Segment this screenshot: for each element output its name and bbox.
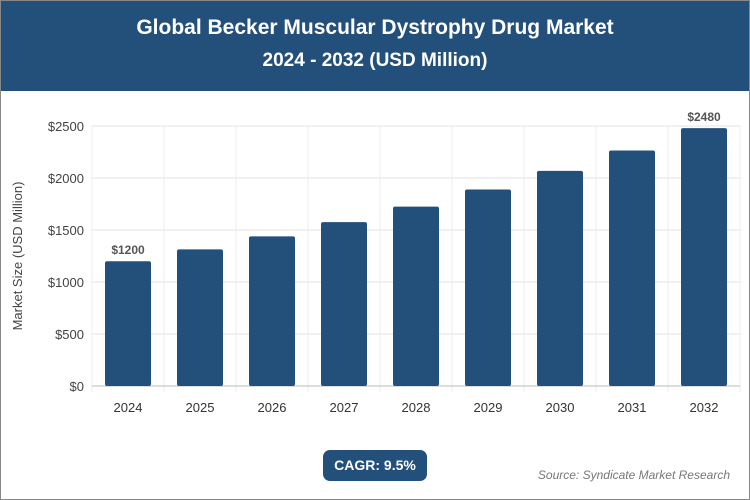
x-tick-label: 2026 xyxy=(258,400,287,415)
data-label: $1200 xyxy=(111,243,145,257)
y-tick-label: $500 xyxy=(55,327,84,342)
y-tick-label: $2500 xyxy=(48,119,84,134)
bar-2029 xyxy=(465,189,511,386)
x-tick-label: 2024 xyxy=(114,400,143,415)
cagr-badge: CAGR: 9.5% xyxy=(323,450,427,481)
bar-2031 xyxy=(609,150,655,386)
x-tick-label: 2027 xyxy=(330,400,359,415)
chart-subtitle: 2024 - 2032 (USD Million) xyxy=(262,50,488,71)
x-tick-label: 2028 xyxy=(402,400,431,415)
x-tick-label: 2029 xyxy=(474,400,503,415)
bar-2026 xyxy=(249,236,295,386)
bar-2028 xyxy=(393,206,439,386)
x-tick-label: 2030 xyxy=(546,400,575,415)
chart-header: Global Becker Muscular Dystrophy Drug Ma… xyxy=(0,0,750,91)
y-tick-label: $1000 xyxy=(48,275,84,290)
bar-2032 xyxy=(681,128,727,386)
bar-2027 xyxy=(321,222,367,386)
data-label: $2480 xyxy=(687,110,721,124)
y-tick-label: $2000 xyxy=(48,171,84,186)
y-axis-title: Market Size (USD Million) xyxy=(10,182,25,331)
bar-2025 xyxy=(177,249,223,386)
bar-2030 xyxy=(537,170,583,386)
y-tick-label: $0 xyxy=(70,379,84,394)
source-note: Source: Syndicate Market Research xyxy=(537,468,730,482)
bar-2024 xyxy=(105,261,151,386)
x-tick-label: 2032 xyxy=(690,400,719,415)
y-tick-label: $1500 xyxy=(48,223,84,238)
x-tick-label: 2025 xyxy=(186,400,215,415)
chart-title: Global Becker Muscular Dystrophy Drug Ma… xyxy=(136,16,614,39)
x-tick-label: 2031 xyxy=(618,400,647,415)
